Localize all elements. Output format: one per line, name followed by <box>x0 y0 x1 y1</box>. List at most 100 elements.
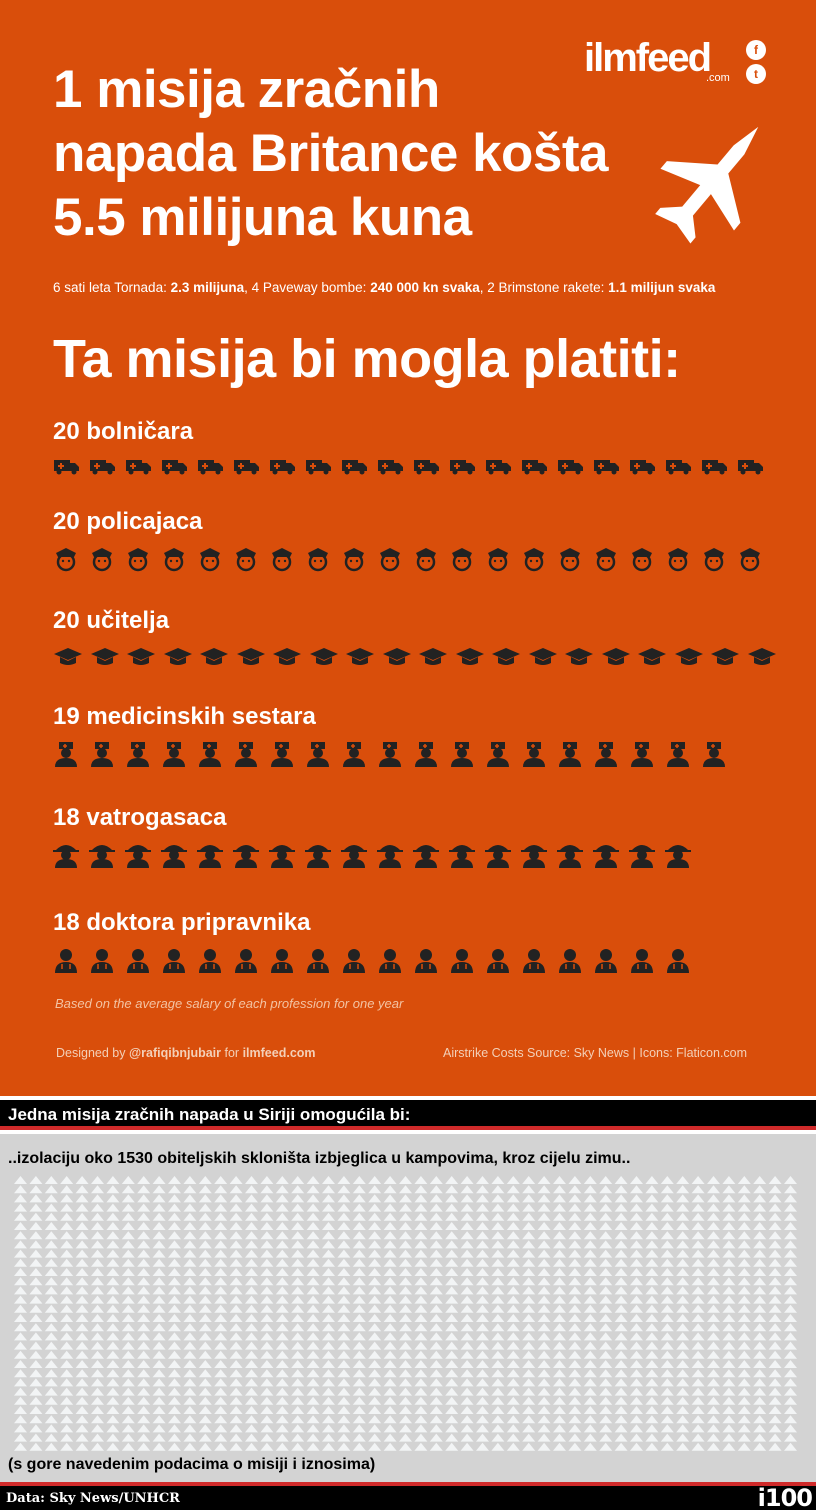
tent-icon <box>522 1203 536 1212</box>
tent-icon <box>121 1396 135 1405</box>
police-officer-icon <box>668 548 688 572</box>
tent-icon <box>121 1406 135 1414</box>
tent-icon <box>753 1258 767 1267</box>
category-label: 20 policajaca <box>53 508 203 535</box>
tent-icon <box>137 1433 151 1442</box>
tent-icon <box>630 1332 643 1341</box>
fighter-jet-icon <box>655 126 759 244</box>
tent-icon <box>291 1286 305 1295</box>
tent-icon <box>614 1323 628 1332</box>
tent-icon <box>121 1314 135 1322</box>
tent-icon <box>399 1212 412 1221</box>
doctor-icon <box>487 949 509 973</box>
tent-icon <box>106 1304 120 1313</box>
tent-icon <box>753 1424 767 1433</box>
tent-icon <box>245 1222 258 1230</box>
tent-icon <box>91 1176 104 1184</box>
tent-icon <box>522 1369 536 1378</box>
tent-icon <box>383 1396 397 1405</box>
tent-icon <box>44 1341 58 1350</box>
tent-icon <box>352 1277 366 1286</box>
tent-icon <box>599 1442 613 1451</box>
tent-icon <box>352 1295 366 1304</box>
tent-icon <box>245 1304 258 1313</box>
tent-icon <box>691 1176 705 1184</box>
tent-icon <box>491 1424 505 1433</box>
tent-icon <box>152 1360 166 1368</box>
tent-icon <box>214 1194 228 1203</box>
tent-icon <box>306 1304 320 1313</box>
tent-icon <box>368 1304 382 1313</box>
tent-icon <box>399 1406 412 1414</box>
tent-icon <box>121 1212 135 1221</box>
tent-icon <box>553 1304 566 1313</box>
tent-icon <box>445 1406 459 1414</box>
tent-icon <box>168 1185 181 1194</box>
tent-icon <box>245 1341 258 1350</box>
tent-icon <box>183 1240 197 1249</box>
tent-icon <box>14 1433 27 1442</box>
tent-icon <box>214 1424 228 1433</box>
tent-icon <box>568 1268 582 1276</box>
tent-icon <box>275 1424 289 1433</box>
tent-icon <box>322 1406 335 1414</box>
tent-icon <box>445 1194 459 1203</box>
title-line: 5.5 milijuna kuna <box>53 188 472 247</box>
tent-icon <box>568 1203 582 1212</box>
tent-icon <box>245 1406 258 1414</box>
tent-icon <box>429 1378 443 1387</box>
tent-icon <box>168 1350 181 1359</box>
tent-icon <box>414 1332 428 1341</box>
tent-icon <box>60 1350 74 1359</box>
tent-icon <box>121 1194 135 1203</box>
tent-icon <box>553 1194 566 1203</box>
tent-icon <box>599 1304 613 1313</box>
tent-icon <box>614 1442 628 1451</box>
tent-icon <box>106 1433 120 1442</box>
tent-icon <box>44 1433 58 1442</box>
tent-icon <box>722 1240 736 1249</box>
tent-icon <box>445 1258 459 1267</box>
tent-icon <box>168 1314 181 1322</box>
tent-icon <box>537 1332 551 1341</box>
tent-icon <box>44 1387 58 1396</box>
facebook-icon[interactable]: f <box>746 40 766 60</box>
tent-icon <box>753 1360 767 1368</box>
tent-icon <box>630 1212 643 1221</box>
tent-icon <box>337 1332 351 1341</box>
tent-icon <box>337 1277 351 1286</box>
tent-icon <box>383 1350 397 1359</box>
tent-icon <box>14 1203 27 1212</box>
tent-icon <box>414 1231 428 1240</box>
tent-icon <box>476 1185 489 1194</box>
tent-icon <box>14 1341 27 1350</box>
tent-icon <box>106 1442 120 1451</box>
tent-icon <box>599 1203 613 1212</box>
tent-icon <box>445 1185 459 1194</box>
tent-icon <box>60 1360 74 1368</box>
tent-icon <box>522 1314 536 1322</box>
tent-icon <box>707 1194 720 1203</box>
tent-icon <box>522 1387 536 1396</box>
tent-icon <box>691 1433 705 1442</box>
tent-icon <box>168 1240 181 1249</box>
tent-icon <box>768 1314 782 1322</box>
tent-icon <box>553 1387 566 1396</box>
tent-icon <box>14 1396 27 1405</box>
tent-icon <box>44 1332 58 1341</box>
tent-icon <box>614 1240 628 1249</box>
tent-icon <box>152 1212 166 1221</box>
twitter-icon[interactable]: t <box>746 64 766 84</box>
firefighter-icon <box>305 845 331 868</box>
tent-icon <box>768 1360 782 1368</box>
tent-icon <box>352 1396 366 1405</box>
footer: Data: Sky News/UNHCR i100 <box>0 1482 816 1512</box>
tent-icon <box>676 1350 690 1359</box>
tent-icon <box>75 1304 89 1313</box>
tent-icon <box>352 1323 366 1332</box>
tent-icon <box>707 1231 720 1240</box>
tent-icon <box>707 1387 720 1396</box>
tent-icon <box>630 1406 643 1414</box>
tent-icon <box>91 1378 104 1387</box>
tent-icon <box>476 1323 489 1332</box>
